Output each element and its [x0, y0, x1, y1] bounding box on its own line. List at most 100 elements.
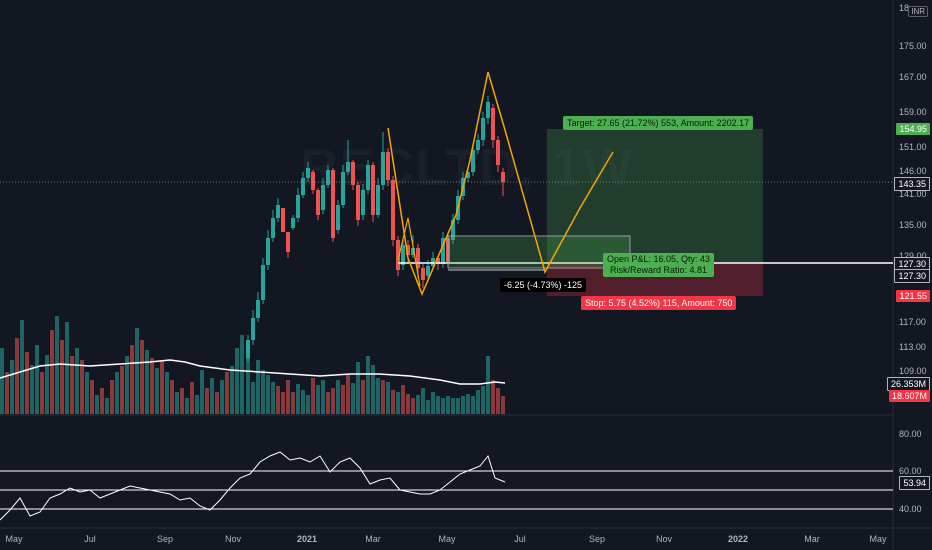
target-price-badge: 154.95 — [896, 123, 930, 135]
measure-label: -6.25 (-4.73%) -125 — [500, 278, 587, 292]
candle-body — [396, 240, 400, 270]
rsi-tick-label: 80.00 — [899, 429, 922, 439]
volume-bar — [40, 372, 44, 414]
volume-bar — [215, 392, 219, 414]
candle-body — [296, 195, 300, 218]
time-tick-label: Nov — [225, 534, 242, 544]
candle-body — [266, 238, 270, 265]
candle-body — [256, 300, 260, 318]
volume-bar — [246, 346, 250, 414]
volume-bar — [276, 386, 280, 414]
volume-bar — [10, 360, 14, 414]
volume-bar — [75, 348, 79, 414]
candle-body — [291, 218, 295, 228]
volume-bar — [421, 388, 425, 414]
price-tick-label: 129.00 — [899, 251, 927, 261]
volume-bar — [351, 383, 355, 414]
time-tick-label: Nov — [656, 534, 673, 544]
candle-body — [501, 172, 505, 182]
time-tick-label: 2021 — [297, 534, 317, 544]
volume-bar — [60, 340, 64, 414]
volume-bar — [361, 380, 365, 414]
price-tick-label: 159.00 — [899, 107, 927, 117]
volume-bar — [165, 372, 169, 414]
volume-bar — [95, 395, 99, 414]
volume-bar — [396, 392, 400, 414]
volume-bar — [401, 385, 405, 414]
volume-bar — [90, 380, 94, 414]
target-zone — [547, 129, 763, 263]
volume-bar — [386, 382, 390, 414]
volume-bar — [451, 398, 455, 414]
candle-body — [391, 180, 395, 240]
current-price-badge: 143.35 — [894, 177, 930, 191]
volume-bar — [426, 400, 430, 414]
volume-bar — [150, 358, 154, 414]
volume-bar — [185, 398, 189, 414]
volume-bar — [491, 380, 495, 414]
volume-bar — [190, 382, 194, 414]
volume-badge: 18.607M — [888, 390, 930, 402]
volume-bar — [120, 366, 124, 414]
volume-bar — [391, 390, 395, 414]
candle-body — [246, 340, 250, 358]
volume-bar — [100, 388, 104, 414]
volume-bar — [140, 340, 144, 414]
volume-bar — [271, 382, 275, 414]
price-tick-label: 146.00 — [899, 166, 927, 176]
open-pnl-text: Open P&L: 16.05, Qty: 43 — [607, 254, 711, 264]
candle-body — [326, 170, 330, 185]
volume-bar — [501, 396, 505, 414]
volume-bar — [30, 365, 34, 414]
time-tick-label: Sep — [589, 534, 605, 544]
volume-bar — [371, 365, 375, 414]
time-tick-label: May — [438, 534, 456, 544]
candle-body — [441, 238, 445, 264]
candle-body — [476, 140, 480, 150]
volume-bar — [316, 385, 320, 414]
target-label: Target: 27.65 (21.72%) 553, Amount: 2202… — [563, 116, 754, 130]
time-tick-label: Mar — [804, 534, 820, 544]
volume-bar — [261, 370, 265, 414]
time-tick-label: Jul — [84, 534, 96, 544]
rsi-value-badge: 53.94 — [899, 476, 930, 490]
volume-ma-badge: 26.353M — [886, 377, 930, 391]
volume-bar — [441, 398, 445, 414]
volume-bar — [180, 388, 184, 414]
volume-bar — [331, 388, 335, 414]
volume-bar — [291, 392, 295, 414]
volume-bar — [210, 378, 214, 414]
volume-bar — [160, 360, 164, 414]
volume-bar — [5, 372, 9, 414]
stop-price-badge: 121.55 — [896, 290, 930, 302]
volume-bar — [35, 345, 39, 414]
volume-bar — [381, 380, 385, 414]
price-tick-label: 167.00 — [899, 72, 927, 82]
candle-body — [451, 220, 455, 240]
volume-bar — [70, 356, 74, 414]
pattern-leg — [397, 217, 421, 287]
rsi-tick-label: 40.00 — [899, 504, 922, 514]
volume-bar — [481, 386, 485, 414]
candle-body — [491, 108, 495, 140]
volume-bar — [230, 366, 234, 414]
price-tick-label: 18 — [899, 3, 909, 13]
volume-bar — [321, 380, 325, 414]
candle-body — [421, 268, 425, 280]
volume-bar — [266, 375, 270, 414]
candle-body — [416, 248, 420, 268]
price-tick-label: 151.00 — [899, 142, 927, 152]
volume-bar — [130, 345, 134, 414]
volume-bar — [251, 382, 255, 414]
candle-body — [371, 165, 375, 215]
volume-bar — [406, 394, 410, 414]
currency-label[interactable]: INR — [908, 6, 928, 17]
volume-bar — [50, 330, 54, 414]
candle-body — [316, 190, 320, 215]
volume-bar — [461, 396, 465, 414]
volume-bar — [45, 355, 49, 414]
price-tick-label: 135.00 — [899, 220, 927, 230]
volume-bar — [256, 360, 260, 414]
volume-bar — [135, 328, 139, 414]
